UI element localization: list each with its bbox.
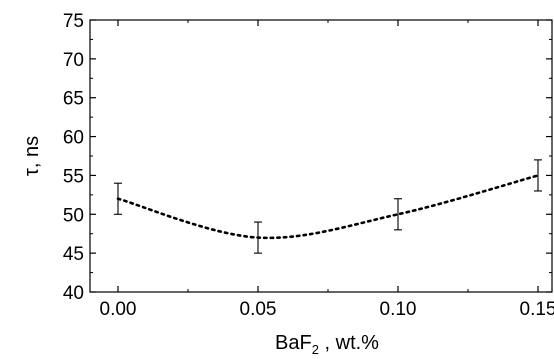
x-tick-label: 0.05: [240, 299, 277, 320]
x-tick-label: 0.15: [520, 299, 554, 320]
y-tick-label: 50: [63, 205, 84, 226]
x-tick-label: 0.10: [380, 299, 417, 320]
y-axis-label: τ, ns: [21, 136, 43, 176]
y-tick-label: 75: [63, 11, 84, 32]
axes: [89, 19, 553, 293]
y-tick-label: 40: [63, 283, 84, 304]
y-tick-label: 45: [63, 244, 84, 265]
y-tick-label: 60: [63, 128, 84, 149]
x-tick-label: 0.00: [100, 299, 137, 320]
labels-layer: 40 45 50 55 60 65 70 75 0.00 0.05 0.10 0.15 τ, ns BaF…: [21, 11, 554, 357]
x-axis-label-unit: , wt.%: [319, 332, 379, 354]
y-tick-label: 55: [63, 166, 84, 187]
plot-frame: [89, 19, 553, 293]
x-axis-label-main: BaF: [275, 332, 312, 354]
y-tick-label: 70: [63, 50, 84, 71]
series-layer: [114, 159, 542, 254]
x-axis-label-subscript: 2: [312, 342, 319, 354]
x-axis-label: BaF2 , wt.%: [275, 332, 379, 354]
series-line: [116, 174, 540, 240]
y-tick-label: 65: [63, 89, 84, 110]
